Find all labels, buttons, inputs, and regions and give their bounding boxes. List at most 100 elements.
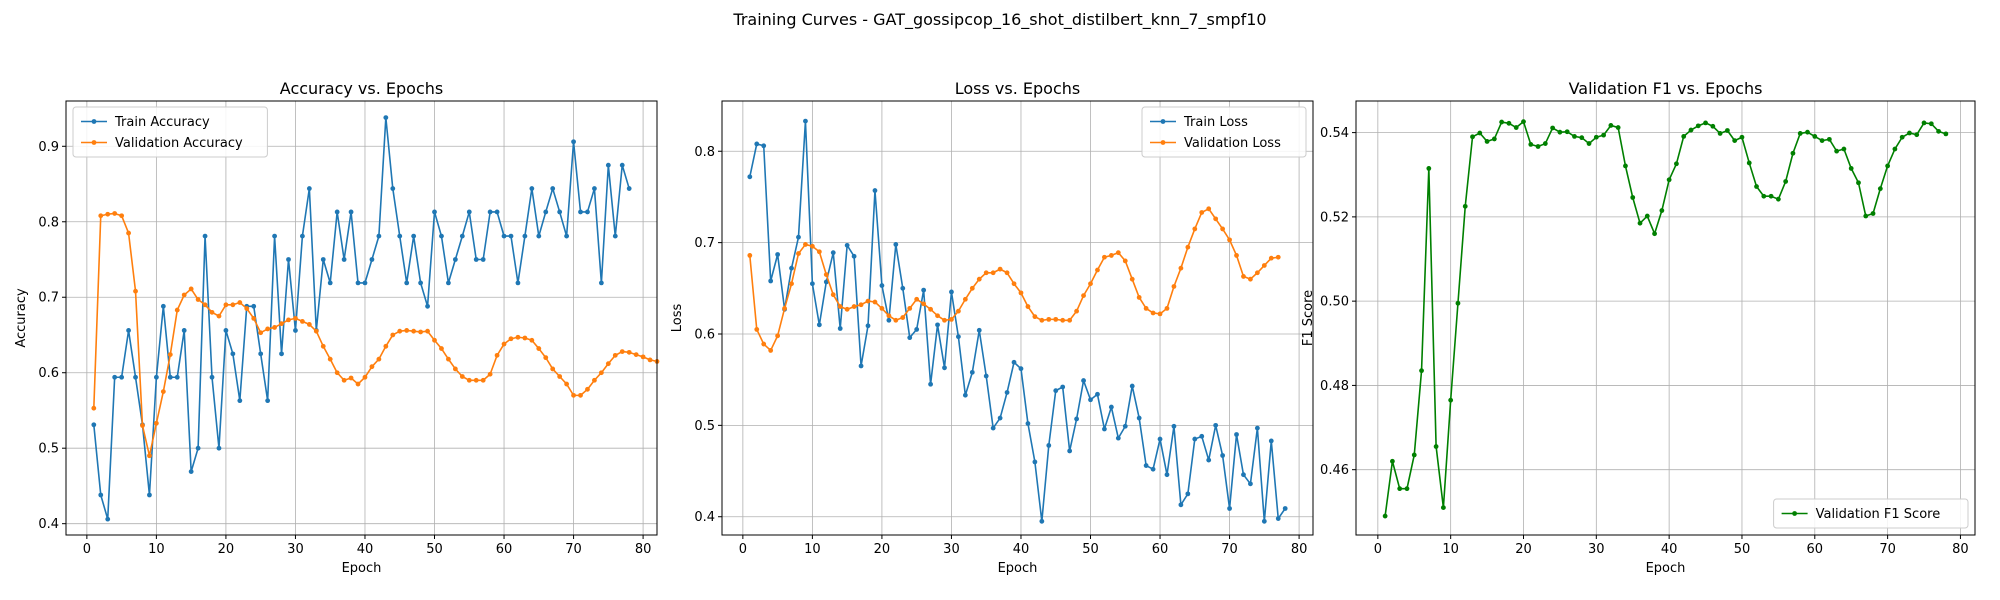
data-point bbox=[1129, 276, 1135, 282]
x-tick-label: 10 bbox=[804, 542, 821, 557]
data-point bbox=[1261, 518, 1267, 524]
legend-label: Train Loss bbox=[1183, 115, 1248, 130]
data-point bbox=[1521, 119, 1526, 125]
data-point bbox=[1623, 163, 1628, 169]
data-point bbox=[983, 373, 989, 379]
data-point bbox=[775, 252, 781, 257]
data-point bbox=[105, 516, 111, 522]
data-point bbox=[949, 289, 954, 295]
data-point bbox=[223, 328, 229, 333]
data-point bbox=[515, 280, 521, 286]
x-tick-label: 0 bbox=[83, 542, 91, 557]
data-point bbox=[1768, 193, 1774, 199]
data-point bbox=[237, 300, 243, 305]
data-point bbox=[789, 281, 794, 287]
data-point bbox=[195, 297, 201, 302]
x-tick-label: 10 bbox=[1442, 542, 1459, 557]
data-point bbox=[133, 288, 138, 294]
data-point bbox=[1593, 134, 1599, 140]
data-point bbox=[1579, 135, 1585, 141]
data-point bbox=[1688, 127, 1694, 133]
data-point bbox=[564, 233, 570, 239]
y-tick-label: 0.7 bbox=[38, 291, 59, 306]
data-point bbox=[823, 272, 829, 277]
data-point bbox=[844, 306, 850, 312]
data-point bbox=[501, 233, 507, 239]
y-tick-label: 0.50 bbox=[1320, 295, 1349, 310]
data-point bbox=[893, 242, 899, 247]
legend-box bbox=[1141, 106, 1307, 158]
data-point bbox=[865, 323, 871, 329]
y-tick-label: 0.7 bbox=[694, 236, 715, 251]
data-point bbox=[1477, 130, 1483, 136]
data-point bbox=[293, 328, 298, 333]
y-tick-label: 0.5 bbox=[38, 442, 59, 457]
data-point bbox=[1268, 438, 1274, 444]
data-point bbox=[1248, 276, 1253, 282]
x-tick-label: 30 bbox=[287, 542, 304, 557]
data-point bbox=[494, 209, 500, 215]
data-point bbox=[425, 303, 430, 309]
data-point bbox=[914, 296, 920, 302]
data-point bbox=[1241, 274, 1246, 279]
x-tick-label: 50 bbox=[426, 542, 443, 557]
chart-panel-1: 0 10 20 30 40 50 60 70 80 0.4 0.5 0.6 0.7 0.8 0.9 Accur… bbox=[14, 79, 660, 576]
data-point bbox=[1433, 444, 1439, 449]
data-point bbox=[1848, 166, 1854, 171]
data-point bbox=[571, 139, 576, 145]
data-point bbox=[1491, 136, 1497, 142]
data-point bbox=[1841, 146, 1847, 152]
chart-title: Accuracy vs. Epochs bbox=[280, 79, 443, 98]
data-point bbox=[1164, 306, 1170, 311]
data-point bbox=[865, 298, 871, 304]
data-point bbox=[1088, 281, 1093, 287]
data-point bbox=[605, 162, 611, 168]
data-point bbox=[893, 317, 899, 323]
data-point bbox=[1907, 130, 1912, 136]
data-point bbox=[286, 257, 291, 262]
data-point bbox=[529, 186, 535, 191]
data-point bbox=[223, 302, 229, 308]
data-point bbox=[858, 363, 864, 369]
data-point bbox=[872, 188, 878, 193]
data-point bbox=[397, 233, 403, 239]
data-point bbox=[571, 392, 576, 398]
data-point bbox=[334, 370, 340, 376]
data-point bbox=[1261, 263, 1267, 268]
data-point bbox=[1652, 231, 1657, 237]
data-point bbox=[446, 280, 451, 286]
data-point bbox=[279, 321, 284, 327]
data-point bbox=[816, 249, 822, 255]
data-point bbox=[112, 374, 118, 380]
data-point bbox=[98, 213, 104, 219]
data-point bbox=[432, 209, 437, 215]
data-point bbox=[153, 374, 159, 380]
data-point bbox=[1630, 195, 1636, 200]
x-tick-label: 20 bbox=[218, 542, 235, 557]
data-point bbox=[976, 327, 982, 333]
data-point bbox=[251, 315, 257, 321]
x-tick-label: 80 bbox=[1291, 542, 1308, 557]
data-point bbox=[1095, 267, 1100, 273]
data-point bbox=[1275, 254, 1281, 260]
data-point bbox=[1227, 237, 1232, 243]
data-point bbox=[487, 371, 493, 377]
data-point bbox=[768, 348, 774, 353]
data-point bbox=[202, 233, 208, 239]
data-point bbox=[167, 374, 173, 380]
data-point bbox=[550, 366, 556, 372]
x-tick-label: 10 bbox=[148, 542, 165, 557]
data-point bbox=[1448, 397, 1454, 403]
y-tick-label: 0.8 bbox=[694, 145, 715, 160]
data-point bbox=[1775, 196, 1781, 202]
data-point bbox=[1053, 316, 1059, 322]
figure-suptitle: Training Curves - GAT_gossipcop_16_shot_… bbox=[732, 10, 1266, 30]
data-point bbox=[272, 233, 277, 239]
legend-box bbox=[72, 106, 268, 158]
data-point bbox=[872, 299, 878, 305]
x-tick-label: 70 bbox=[1879, 542, 1896, 557]
data-point bbox=[921, 301, 927, 307]
legend: Validation F1 Score bbox=[1773, 498, 1969, 529]
data-point bbox=[466, 209, 472, 215]
